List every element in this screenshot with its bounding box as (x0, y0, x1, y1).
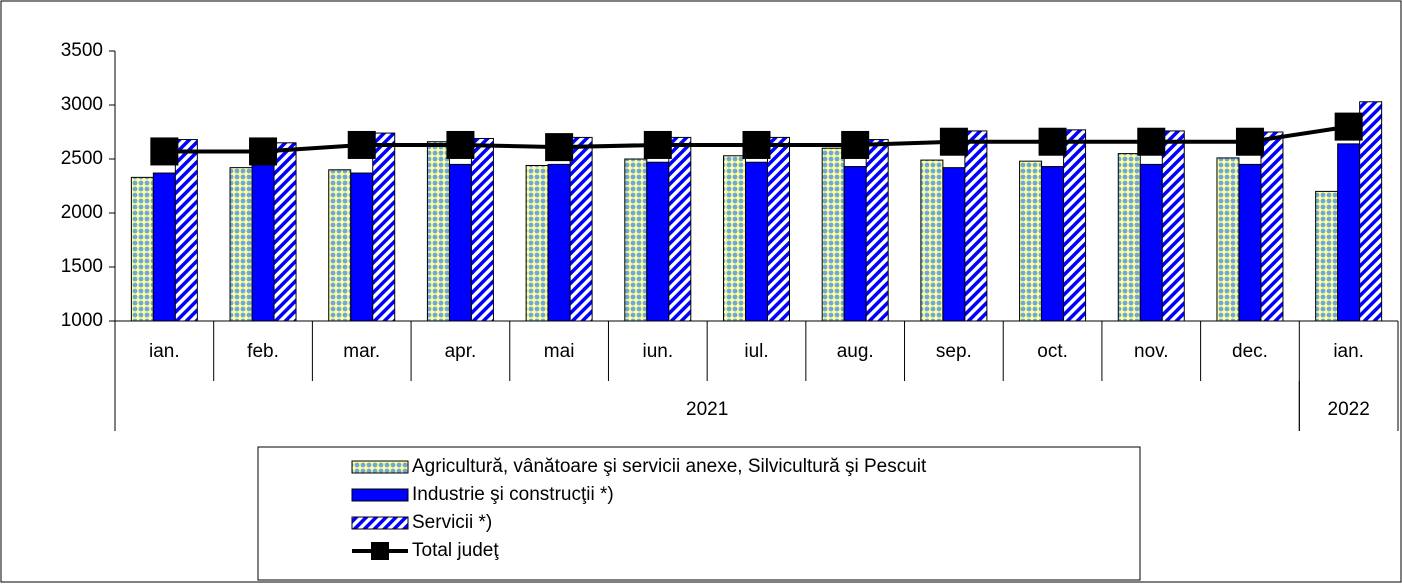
bar (569, 136, 593, 322)
line-marker (545, 133, 574, 162)
bar (668, 136, 692, 322)
legend-swatch (351, 488, 409, 502)
legend-label: Industrie şi construcţii *) (412, 484, 614, 505)
x-tick-label: mar. (343, 341, 380, 362)
bar (273, 142, 297, 322)
bar (251, 163, 275, 322)
x-tick-label: nov. (1134, 341, 1169, 362)
line-marker (1334, 112, 1363, 141)
line-marker (841, 130, 870, 159)
bar (723, 155, 746, 322)
x-tick-label: aug. (837, 341, 874, 362)
x-tick-label: ian. (149, 341, 180, 362)
bar (426, 141, 450, 322)
legend-label: Servicii *) (412, 512, 492, 533)
legend-swatch (351, 460, 409, 474)
bar (448, 163, 472, 322)
bar (130, 176, 154, 322)
x-tick-label: iun. (642, 341, 673, 362)
x-tick-label: iul. (744, 341, 768, 362)
bar (1337, 143, 1361, 322)
bar (624, 158, 648, 322)
y-tick-label: 3000 (61, 94, 103, 115)
y-tick-label: 2000 (61, 202, 103, 223)
bar (1041, 166, 1065, 322)
bar (821, 147, 845, 322)
line-marker (347, 130, 376, 159)
line-marker (1137, 127, 1166, 156)
bar (646, 161, 670, 322)
x-tick-label: dec. (1232, 341, 1268, 362)
bar (843, 166, 867, 322)
line-marker (150, 137, 179, 166)
group-label: 2021 (686, 399, 728, 420)
bar (328, 169, 352, 322)
bar (865, 139, 889, 322)
bar (350, 172, 374, 322)
bar (547, 163, 571, 322)
bar (745, 161, 768, 322)
y-tick-label: 1500 (61, 256, 103, 277)
x-tick-label: mai (544, 341, 575, 362)
bar (229, 167, 253, 322)
bar (942, 167, 966, 322)
bar (964, 130, 988, 322)
line-marker (249, 137, 278, 166)
line-marker (446, 130, 475, 159)
bar (1359, 101, 1383, 322)
line-marker (742, 130, 771, 159)
x-tick-label: feb. (247, 341, 279, 362)
bar (152, 172, 176, 322)
x-tick-label: sep. (936, 341, 972, 362)
line-marker (1038, 127, 1067, 156)
x-tick-label: oct. (1037, 341, 1068, 362)
legend-swatch (351, 516, 409, 530)
bar (1238, 163, 1262, 322)
legend-label: Total judeţ (412, 540, 499, 561)
legend-swatch (371, 542, 389, 560)
line-marker (643, 130, 672, 159)
bar (1063, 129, 1087, 322)
bar (920, 159, 944, 322)
bar (767, 136, 790, 322)
bar (1117, 153, 1141, 322)
line-marker (939, 127, 968, 156)
bar (1161, 130, 1185, 322)
bar (372, 132, 396, 322)
bar (174, 139, 198, 322)
line-marker (1235, 127, 1264, 156)
bar (1260, 131, 1284, 322)
bar (470, 137, 494, 322)
group-label: 2022 (1328, 399, 1370, 420)
legend-label: Agricultură, vânătoare şi servicii anexe… (412, 456, 927, 477)
x-tick-label: ian. (1333, 341, 1364, 362)
y-tick-label: 2500 (61, 148, 103, 169)
bar (1139, 163, 1163, 322)
y-tick-label: 1000 (61, 310, 103, 331)
bar (1315, 190, 1339, 322)
bar (1216, 157, 1240, 322)
bar (1019, 160, 1043, 322)
bar (525, 164, 549, 322)
y-tick-label: 3500 (61, 40, 103, 61)
x-tick-label: apr. (445, 341, 477, 362)
